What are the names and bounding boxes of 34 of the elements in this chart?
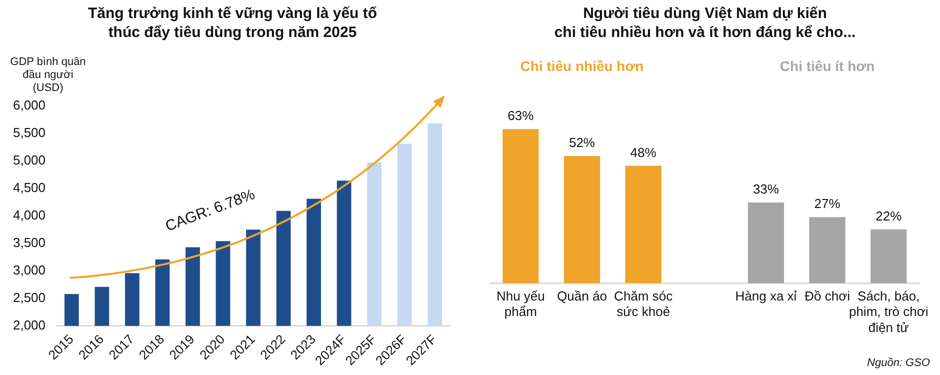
y-tick-label: 5,500 xyxy=(12,124,46,140)
data-label: 48% xyxy=(630,144,657,160)
data-label: 63% xyxy=(508,108,534,124)
y-tick-label: 5,000 xyxy=(12,152,46,168)
text: Chi tiêu nhiều hơn xyxy=(520,58,644,74)
bar xyxy=(809,217,846,284)
y-tick-label: 4,000 xyxy=(12,207,46,222)
y-tick-label: 2,500 xyxy=(12,290,46,305)
data-label: 27% xyxy=(814,196,841,212)
y-tick-label: 3,000 xyxy=(12,262,46,278)
data-label: 22% xyxy=(876,208,902,224)
x-tick-label: Nhu yếu phẩm xyxy=(496,288,545,320)
text: Chi tiêu ít hơn xyxy=(780,58,875,74)
y-tick-label: 3,500 xyxy=(12,234,46,250)
x-tick-label: Quần áo xyxy=(557,288,607,304)
bar xyxy=(748,202,784,284)
chart-title: Người tiêu dùng Việt Nam dự kiến chi tiêu nhiều hơn và ít hơn đáng kể cho... xyxy=(553,4,857,42)
bar xyxy=(625,166,662,284)
y-tick-label: 4,500 xyxy=(12,180,46,195)
x-tick-label: Hàng xa xỉ xyxy=(735,288,797,304)
y-tick-label: 2,000 xyxy=(12,317,46,332)
x-tick-label: Chăm sóc sức khoẻ xyxy=(614,288,674,320)
bar xyxy=(870,229,907,284)
annotation: CAGR: 6.78% xyxy=(163,186,258,236)
bar xyxy=(564,156,600,284)
chart-title: Tăng trưởng kinh tế vững vàng là yếu tố thúc đẩy tiêu dùng trong năm 2025 xyxy=(86,4,378,42)
y-axis-title: GDP bình quân đầu người (USD) xyxy=(9,56,87,95)
data-label: 52% xyxy=(568,135,596,150)
y-tick-label: 6,000 xyxy=(12,97,46,112)
bar xyxy=(502,129,539,284)
text: Nguồn: GSO xyxy=(867,357,930,369)
x-tick-label: Sách, báo, phim, trò chơi điện tử xyxy=(848,288,928,335)
data-label: 33% xyxy=(752,182,780,197)
x-tick-label: Đồ chơi xyxy=(804,288,850,304)
